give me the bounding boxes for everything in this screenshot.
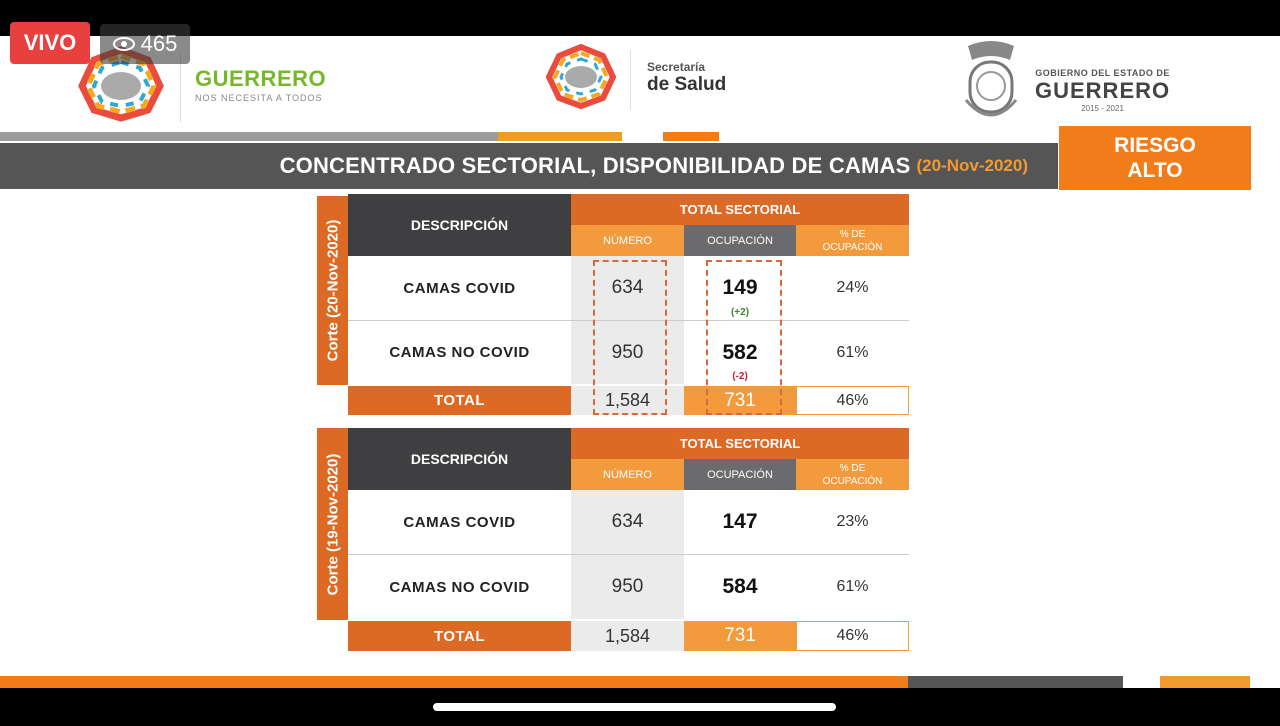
cut-label: Corte (19-Nov-2020) xyxy=(317,428,348,620)
home-indicator[interactable] xyxy=(433,703,836,711)
numero-value: 634 xyxy=(571,490,684,554)
pct-value: 61% xyxy=(796,321,909,384)
ocupacion-cell: 149 (+2) xyxy=(684,256,796,320)
guerrero-logo-icon xyxy=(78,46,164,127)
total-pct: 46% xyxy=(796,386,909,415)
slide: GUERRERO NOS NECESITA A TODOS Secretaría… xyxy=(0,36,1280,688)
eye-icon xyxy=(112,37,135,51)
risk-badge: RIESGO ALTO xyxy=(1059,126,1251,190)
numero-value: 950 xyxy=(571,555,684,619)
row-label: CAMAS COVID xyxy=(348,490,571,554)
beds-table-20-nov: Corte (20-Nov-2020) DESCRIPCIÓN TOTAL SE… xyxy=(317,194,910,416)
decor-stripe xyxy=(663,132,719,141)
total-label: TOTAL xyxy=(348,386,571,415)
highlight-box xyxy=(593,260,667,415)
header-ocupacion: OCUPACIÓN xyxy=(684,225,796,256)
delta-value: (-2) xyxy=(732,371,748,382)
decor-stripe xyxy=(0,132,498,141)
ocupacion-value: 584 xyxy=(684,555,796,619)
guerrero-title: GUERRERO xyxy=(195,66,327,91)
ocupacion-value: 147 xyxy=(684,490,796,554)
total-ocupacion: 731 xyxy=(684,386,796,415)
viewer-count-value: 465 xyxy=(140,31,178,56)
page-title: CONCENTRADO SECTORIAL, DISPONIBILIDAD DE… xyxy=(279,153,911,178)
header-numero: NÚMERO xyxy=(571,459,684,490)
total-numero: 1,584 xyxy=(571,621,684,651)
salud-logo-icon xyxy=(545,43,617,115)
ocupacion-value: 149 xyxy=(722,276,758,299)
risk-line1: RIESGO xyxy=(1114,134,1196,157)
state-seal-icon xyxy=(958,40,1024,131)
ocupacion-value: 582 xyxy=(722,340,758,364)
header-ocupacion: OCUPACIÓN xyxy=(684,459,796,490)
row-label: CAMAS NO COVID xyxy=(348,555,571,619)
title-bar: CONCENTRADO SECTORIAL, DISPONIBILIDAD DE… xyxy=(0,143,1058,189)
gobierno-years: 2015 - 2021 xyxy=(1081,104,1124,113)
header-pct-ocupacion: % DE OCUPACIÓN xyxy=(796,225,909,256)
viewer-count: 465 xyxy=(100,24,190,64)
decor-stripe xyxy=(908,676,1123,688)
row-divider xyxy=(348,320,909,321)
gobierno-line1: GOBIERNO DEL ESTADO DE xyxy=(1035,68,1170,78)
beds-table-19-nov: Corte (19-Nov-2020) DESCRIPCIÓN TOTAL SE… xyxy=(317,428,910,651)
guerrero-brand: GUERRERO NOS NECESITA A TODOS xyxy=(195,66,326,103)
cut-label: Corte (20-Nov-2020) xyxy=(317,196,348,385)
secretaria-salud-brand: Secretaría de Salud xyxy=(647,60,726,96)
secretaria-line2: de Salud xyxy=(647,74,727,95)
secretaria-line1: Secretaría xyxy=(647,60,706,74)
divider xyxy=(630,50,631,110)
delta-value: (+2) xyxy=(730,307,750,318)
row-divider xyxy=(348,554,909,555)
divider xyxy=(180,54,181,122)
pct-value: 23% xyxy=(796,490,909,554)
risk-line2: ALTO xyxy=(1127,159,1183,182)
decor-stripe xyxy=(0,676,908,688)
highlight-box xyxy=(706,260,782,415)
row-label: CAMAS NO COVID xyxy=(348,321,571,384)
decor-stripe xyxy=(1160,676,1250,688)
page-title-date: (20-Nov-2020) xyxy=(916,156,1029,175)
total-ocupacion: 731 xyxy=(684,621,796,651)
gobierno-line2: GUERRERO xyxy=(1035,78,1171,103)
total-pct: 46% xyxy=(796,621,909,651)
header-total-sectorial: TOTAL SECTORIAL xyxy=(571,428,909,459)
pct-value: 61% xyxy=(796,555,909,619)
pct-value: 24% xyxy=(796,256,909,320)
top-black-bar xyxy=(0,0,1280,36)
total-label: TOTAL xyxy=(348,621,571,651)
decor-stripe xyxy=(498,132,622,141)
gobierno-brand: GOBIERNO DEL ESTADO DE GUERRERO 2015 - 2… xyxy=(1035,68,1170,113)
header-total-sectorial: TOTAL SECTORIAL xyxy=(571,194,909,225)
header-descripcion: DESCRIPCIÓN xyxy=(348,194,571,256)
ocupacion-cell: 582 (-2) xyxy=(684,321,796,384)
live-badge: VIVO xyxy=(10,22,90,64)
header-pct-ocupacion: % DE OCUPACIÓN xyxy=(796,459,909,490)
guerrero-tagline: NOS NECESITA A TODOS xyxy=(195,93,323,103)
header-numero: NÚMERO xyxy=(571,225,684,256)
header-descripcion: DESCRIPCIÓN xyxy=(348,428,571,490)
row-label: CAMAS COVID xyxy=(348,256,571,320)
